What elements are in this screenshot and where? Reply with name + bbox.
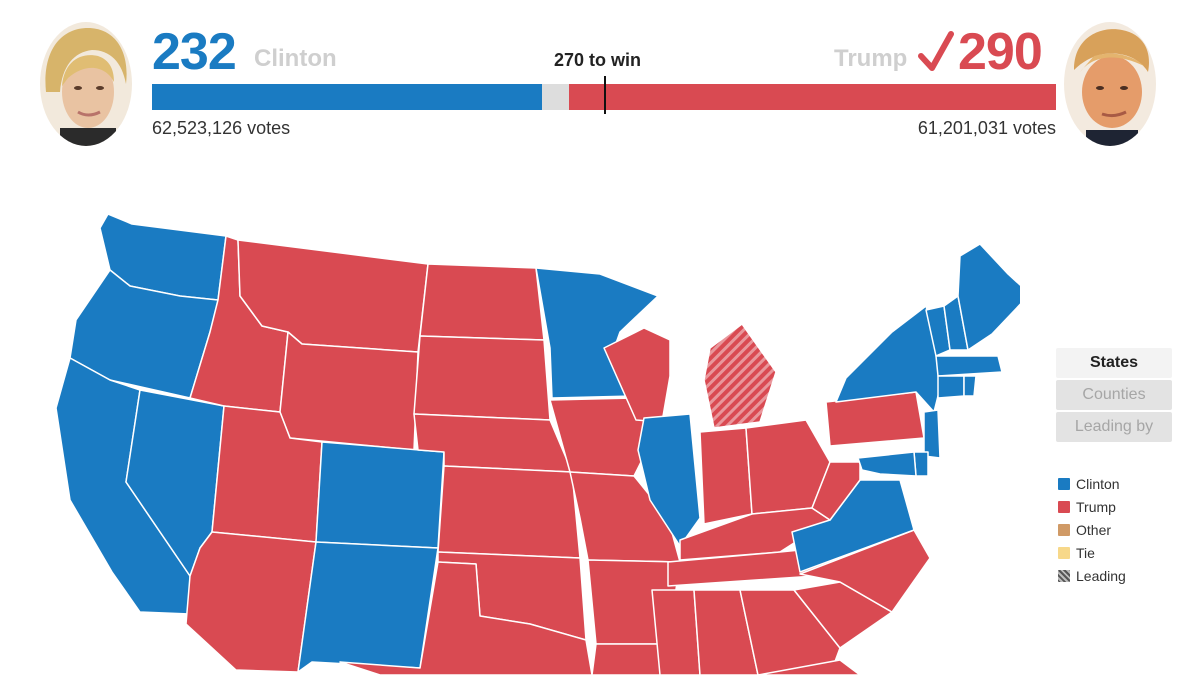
trump-name: Trump	[834, 45, 908, 72]
state-md[interactable]	[857, 451, 917, 477]
legend-item-trump: Trump	[1058, 495, 1126, 518]
legend-label: Clinton	[1076, 475, 1120, 492]
map-legend: Clinton Trump Other Tie Leading	[1058, 472, 1126, 587]
winner-check-icon	[918, 31, 954, 71]
state-mi[interactable]	[703, 323, 777, 429]
us-election-map	[55, 213, 1020, 675]
state-wv[interactable]	[811, 461, 861, 521]
toggle-counties-button[interactable]: Counties	[1056, 380, 1172, 410]
state-nd[interactable]	[419, 263, 545, 341]
threshold-marker	[604, 76, 606, 114]
trump-popular-votes: 61,201,031 votes	[917, 118, 1056, 138]
legend-label: Leading	[1076, 567, 1126, 584]
toggle-leading-by-button[interactable]: Leading by	[1056, 412, 1172, 442]
legend-swatch	[1058, 546, 1070, 559]
trump-avatar	[1064, 22, 1156, 146]
state-ms[interactable]	[651, 589, 701, 675]
legend-item-other: Other	[1058, 518, 1126, 541]
legend-item-clinton: Clinton	[1058, 472, 1126, 495]
legend-swatch	[1058, 569, 1070, 582]
state-co[interactable]	[315, 441, 445, 549]
state-me[interactable]	[957, 243, 1020, 351]
clinton-popular-votes: 62,523,126 votes	[152, 118, 291, 138]
legend-swatch	[1058, 477, 1070, 490]
legend-item-tie: Tie	[1058, 541, 1126, 564]
threshold-label: 270 to win	[554, 50, 642, 70]
toggle-states-button[interactable]: States	[1056, 348, 1172, 378]
trump-electoral-votes: 290	[958, 23, 1043, 81]
state-la[interactable]	[591, 643, 669, 675]
legend-label: Trump	[1076, 498, 1116, 515]
legend-swatch	[1058, 523, 1070, 536]
clinton-bar-segment	[152, 84, 542, 110]
legend-swatch	[1058, 500, 1070, 513]
state-ks[interactable]	[437, 465, 581, 559]
state-ct[interactable]	[937, 375, 965, 399]
state-ri[interactable]	[963, 375, 977, 397]
state-fl[interactable]	[757, 659, 861, 675]
state-al[interactable]	[693, 589, 759, 675]
view-toggle: States Counties Leading by	[1056, 348, 1172, 444]
clinton-avatar	[40, 22, 132, 146]
state-ma[interactable]	[935, 355, 1003, 377]
clinton-name: Clinton	[254, 45, 337, 72]
state-tx[interactable]	[339, 561, 593, 675]
clinton-electoral-votes: 232	[152, 23, 237, 81]
state-in[interactable]	[699, 427, 753, 525]
electoral-vote-bar	[152, 84, 1056, 110]
state-az[interactable]	[185, 531, 317, 673]
state-wi[interactable]	[603, 327, 671, 423]
trump-bar-segment	[568, 84, 1056, 110]
legend-label: Other	[1076, 521, 1112, 538]
legend-item-leading: Leading	[1058, 564, 1126, 587]
state-nm[interactable]	[297, 541, 439, 673]
state-sd[interactable]	[413, 335, 551, 421]
state-nj[interactable]	[923, 409, 941, 459]
legend-label: Tie	[1076, 544, 1095, 561]
